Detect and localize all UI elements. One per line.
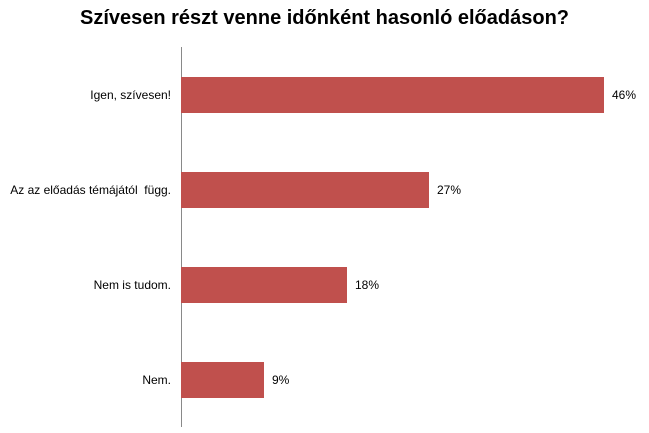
bar-row: Igen, szívesen! 46% [0,47,649,142]
category-label: Az az előadás témájától függ. [10,182,171,197]
plot-area: Igen, szívesen! 46% Az az előadás témájá… [0,47,649,427]
value-label: 46% [612,87,637,102]
y-axis-line [181,47,182,427]
bar-row: Nem. 9% [0,332,649,427]
value-label: 9% [272,372,290,387]
value-label: 18% [355,277,380,292]
chart-title: Szívesen részt venne időnként hasonló el… [79,7,569,29]
bar [181,76,604,113]
bar [181,361,264,398]
value-label: 27% [437,182,462,197]
category-label: Nem. [142,372,171,387]
bar [181,266,347,303]
bar-row: Nem is tudom. 18% [0,237,649,332]
category-label: Nem is tudom. [93,277,171,292]
bar [181,171,429,208]
category-label: Igen, szívesen! [90,87,171,102]
bar-row: Az az előadás témájától függ. 27% [0,142,649,237]
